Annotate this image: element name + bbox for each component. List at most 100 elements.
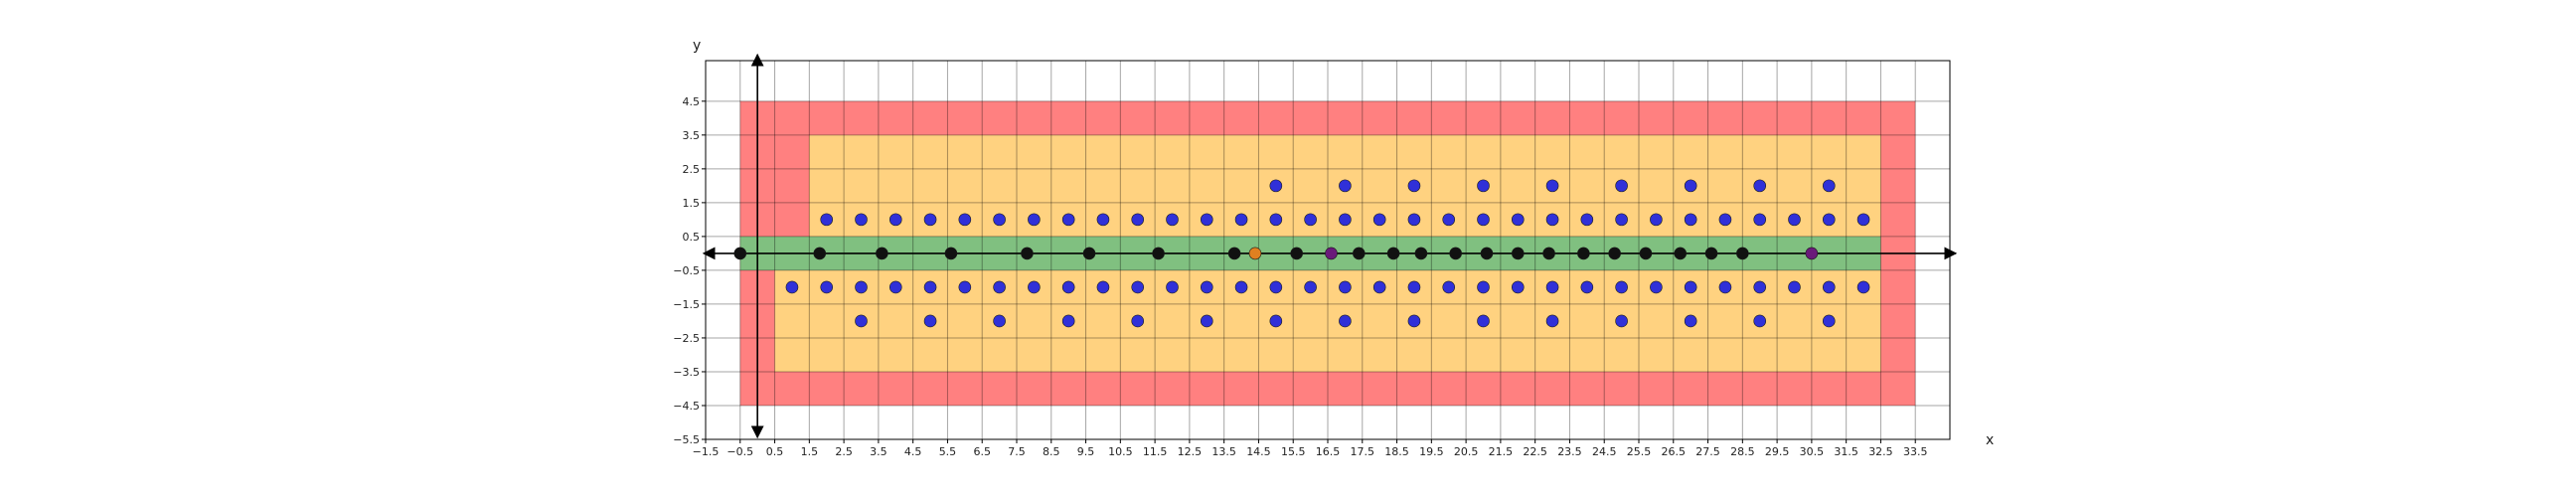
- x-tick-label: 2.5: [835, 445, 853, 458]
- x-tick-label: 0.5: [766, 445, 784, 458]
- y-tick-label: 2.5: [683, 163, 701, 176]
- data-point-series-0: [1200, 280, 1213, 294]
- data-point-series-0: [1407, 314, 1421, 328]
- data-point-series-0: [1615, 314, 1628, 328]
- data-point-series-0: [1096, 280, 1110, 294]
- x-tick-label: 26.5: [1662, 445, 1687, 458]
- x-tick-label: 8.5: [1043, 445, 1060, 458]
- data-point-series-1: [813, 247, 827, 260]
- data-point-series-0: [1131, 213, 1145, 227]
- x-tick-label: 9.5: [1077, 445, 1095, 458]
- data-point-series-0: [1372, 213, 1386, 227]
- data-point-series-0: [1545, 213, 1559, 227]
- data-point-series-0: [855, 280, 868, 294]
- data-point-series-1: [1542, 247, 1555, 260]
- data-point-series-0: [1718, 213, 1732, 227]
- data-point-series-0: [1615, 280, 1628, 294]
- y-tick-label: 1.5: [683, 197, 701, 210]
- data-point-series-1: [1674, 247, 1688, 260]
- data-point-series-0: [1061, 314, 1075, 328]
- data-point-series-0: [993, 213, 1006, 227]
- x-tick-label: −1.5: [693, 445, 720, 458]
- x-tick-label: 11.5: [1143, 445, 1168, 458]
- data-point-series-0: [923, 314, 937, 328]
- x-tick-label: 3.5: [870, 445, 887, 458]
- x-axis-label: x: [1986, 432, 1994, 448]
- data-point-series-0: [1545, 179, 1559, 193]
- data-point-series-1: [876, 247, 888, 260]
- data-point-series-2: [1805, 247, 1819, 260]
- x-tick-label: 30.5: [1800, 445, 1825, 458]
- x-tick-label: 25.5: [1627, 445, 1652, 458]
- data-point-series-0: [855, 314, 868, 328]
- x-tick-label: 21.5: [1489, 445, 1514, 458]
- x-tick-label: 24.5: [1592, 445, 1617, 458]
- x-tick-label: 23.5: [1557, 445, 1582, 458]
- data-point-series-0: [1339, 314, 1352, 328]
- data-point-series-0: [1407, 179, 1421, 193]
- y-tick-label: −5.5: [673, 433, 700, 446]
- data-point-series-0: [1615, 213, 1628, 227]
- y-axis-label: y: [693, 38, 701, 54]
- y-tick-label: 3.5: [683, 129, 701, 142]
- data-point-series-0: [1477, 213, 1490, 227]
- data-point-series-0: [1822, 280, 1836, 294]
- x-tick-label: 31.5: [1834, 445, 1858, 458]
- data-point-series-1: [1152, 247, 1165, 260]
- data-point-series-1: [1353, 247, 1366, 260]
- data-point-series-0: [1269, 213, 1283, 227]
- data-point-series-0: [1753, 179, 1767, 193]
- data-point-series-0: [1166, 280, 1179, 294]
- data-point-series-0: [1234, 280, 1248, 294]
- data-point-series-0: [1131, 280, 1145, 294]
- data-point-series-0: [888, 213, 902, 227]
- data-point-series-0: [785, 280, 799, 294]
- data-point-series-0: [1753, 213, 1767, 227]
- x-tick-labels: −1.5 −0.5 0.5 1.5 2.5 3.5 4.5 5.5 6.5 7.5 8.5 9.5 10…: [693, 445, 1928, 458]
- data-point-series-0: [1753, 280, 1767, 294]
- data-point-series-0: [1269, 314, 1283, 328]
- data-point-series-0: [993, 314, 1006, 328]
- data-point-series-0: [1580, 213, 1594, 227]
- y-tick-labels: 4.5 3.5 2.5 1.5 0.5 −0.5 −1.5 −2.5 −3.5 −4.5 −5.5: [673, 95, 700, 446]
- data-point-series-0: [1200, 213, 1213, 227]
- data-point-series-1: [1414, 247, 1428, 260]
- y-tick-label: 4.5: [683, 95, 701, 108]
- data-point-series-0: [1856, 213, 1870, 227]
- data-point-series-1: [1227, 247, 1241, 260]
- points-layer: [733, 179, 1870, 328]
- data-point-series-0: [1684, 314, 1697, 328]
- x-tick-label: 33.5: [1903, 445, 1928, 458]
- data-point-series-1: [1449, 247, 1462, 260]
- x-tick-label: 32.5: [1868, 445, 1893, 458]
- data-point-series-0: [1477, 280, 1490, 294]
- y-tick-label: −3.5: [673, 366, 700, 379]
- data-point-series-0: [1718, 280, 1732, 294]
- data-point-series-1: [944, 247, 958, 260]
- data-point-series-0: [1442, 213, 1456, 227]
- data-point-series-0: [1304, 280, 1317, 294]
- data-point-series-0: [1753, 314, 1767, 328]
- data-point-series-0: [1511, 213, 1525, 227]
- data-point-series-0: [1545, 314, 1559, 328]
- data-point-series-0: [1304, 213, 1317, 227]
- data-point-series-1: [733, 247, 747, 260]
- data-point-series-1: [1577, 247, 1590, 260]
- y-tick-label: −0.5: [673, 264, 700, 277]
- x-tick-label: 22.5: [1523, 445, 1547, 458]
- data-point-series-0: [1615, 179, 1628, 193]
- x-tick-label: 19.5: [1419, 445, 1444, 458]
- x-tick-label: 18.5: [1384, 445, 1409, 458]
- data-point-series-0: [1166, 213, 1179, 227]
- data-point-series-0: [993, 280, 1006, 294]
- data-point-series-0: [1339, 213, 1352, 227]
- data-point-series-1: [1021, 247, 1034, 260]
- data-point-series-1: [1290, 247, 1303, 260]
- data-point-series-1: [1480, 247, 1494, 260]
- y-tick-label: −2.5: [673, 332, 700, 345]
- data-point-series-0: [1477, 179, 1490, 193]
- data-point-series-3: [1248, 247, 1262, 260]
- data-point-series-0: [1684, 280, 1697, 294]
- data-point-series-0: [1684, 179, 1697, 193]
